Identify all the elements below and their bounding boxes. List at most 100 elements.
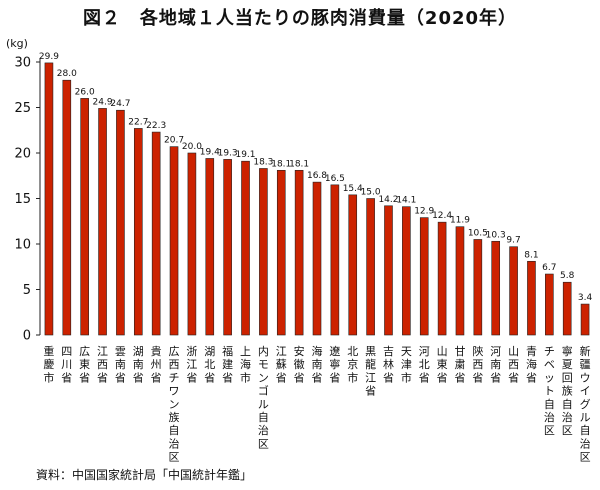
y-axis-unit: (kg) (6, 37, 28, 50)
bar (294, 169, 304, 336)
category-label: 北京市 (347, 345, 358, 384)
category-label: 吉林省 (383, 345, 394, 384)
y-tick-label: 0 (23, 329, 31, 344)
bar (44, 62, 54, 336)
category-label: 甘粛省 (454, 345, 465, 384)
bar (402, 206, 411, 336)
bar (419, 217, 429, 336)
value-label: 20.7 (164, 136, 184, 146)
bar (276, 169, 286, 336)
category-label: 山東省 (437, 345, 448, 384)
value-label: 20.0 (182, 142, 202, 152)
value-label: 24.9 (93, 97, 113, 107)
value-label: 6.7 (542, 263, 556, 273)
value-label: 10.5 (468, 228, 488, 238)
bar (312, 181, 322, 336)
category-label: チベット自治区 (544, 345, 555, 437)
bar (348, 194, 358, 336)
bar (384, 205, 393, 336)
category-label: 安徽省 (294, 344, 305, 384)
value-label: 9.7 (506, 236, 520, 246)
bar (473, 239, 483, 336)
bar (98, 108, 107, 336)
bar (80, 98, 89, 336)
bar (187, 152, 197, 336)
value-label: 18.1 (289, 159, 309, 169)
value-label: 8.1 (524, 250, 538, 260)
y-axis: 0 5 10 15 20 25 30 (14, 56, 41, 344)
category-label: 河南省 (490, 345, 501, 384)
value-labels: 29.9 28.0 26.024.924.7 22.722.3 20.720.019.4… (39, 52, 593, 303)
category-label: 広西チワン族自治区 (169, 345, 180, 464)
bar (223, 159, 232, 336)
value-label: 29.9 (39, 52, 59, 62)
category-label: 遼寧省 (329, 344, 340, 384)
category-label: 海南省 (312, 344, 323, 384)
value-label: 12.9 (414, 207, 434, 217)
y-tick-label: 10 (14, 238, 31, 253)
category-label: 寧夏回族自治区 (562, 344, 573, 437)
x-axis-labels: 重慶市四川省広東省江西省雲南省湖南省貴州省広西チワン族自治区浙江省湖北省福建省上… (43, 344, 590, 464)
category-label: 広東省 (79, 345, 90, 384)
category-label: 浙江省 (186, 345, 197, 384)
value-label: 22.3 (146, 121, 166, 131)
category-label: 新疆ウイグル自治区 (580, 344, 591, 464)
bar (509, 246, 518, 336)
category-label: 河北省 (419, 345, 430, 384)
value-label: 22.7 (128, 117, 148, 127)
category-label: 福建省 (222, 344, 233, 384)
category-label: 雲南省 (115, 345, 126, 384)
value-label: 16.5 (325, 174, 345, 184)
value-label: 24.7 (110, 99, 130, 109)
value-label: 26.0 (75, 87, 95, 97)
value-label: 15.0 (361, 188, 381, 198)
bar (241, 160, 250, 336)
category-label: 江西省 (97, 345, 108, 384)
category-label: 重慶市 (43, 344, 54, 384)
bar (545, 273, 554, 336)
bar (133, 128, 143, 336)
value-label: 19.4 (200, 147, 220, 157)
value-label: 14.1 (396, 196, 416, 206)
value-label: 11.9 (450, 216, 470, 226)
category-label: 黒龍江省 (365, 345, 376, 398)
value-label: 12.4 (432, 211, 452, 221)
bar (62, 79, 72, 336)
bar (437, 221, 447, 336)
value-label: 5.8 (560, 271, 575, 281)
bar (116, 109, 125, 336)
bar (151, 131, 161, 336)
value-label: 16.8 (307, 171, 327, 181)
value-label: 19.3 (218, 148, 238, 158)
value-label: 3.4 (578, 293, 593, 303)
value-label: 19.1 (235, 150, 255, 160)
y-tick-label: 5 (23, 283, 31, 298)
bar-series (44, 62, 590, 336)
chart-title: 図２ 各地域１人当たりの豚肉消費量（2020年） (82, 8, 518, 29)
category-label: 天津市 (401, 345, 412, 384)
bar (580, 303, 590, 336)
category-label: 青海省 (526, 345, 537, 384)
y-tick-label: 30 (14, 56, 31, 71)
value-label: 15.4 (343, 184, 363, 194)
bar (491, 240, 501, 336)
bar (169, 146, 179, 336)
category-label: 湖南省 (133, 345, 144, 384)
bar (259, 168, 268, 336)
bar (366, 198, 375, 336)
category-label: 内モンゴル自治区 (258, 344, 269, 450)
value-label: 10.3 (486, 230, 506, 240)
value-label: 14.2 (378, 195, 398, 205)
category-label: 山西省 (508, 345, 519, 384)
category-label: 湖北省 (204, 345, 215, 384)
bar (330, 184, 340, 336)
bar (527, 260, 536, 336)
category-label: 江蘇省 (276, 345, 287, 384)
bar (562, 281, 572, 336)
category-label: 四川省 (61, 345, 72, 384)
category-label: 貴州省 (151, 344, 162, 384)
y-tick-label: 20 (14, 147, 31, 162)
y-tick-label: 15 (14, 192, 31, 207)
value-label: 28.0 (57, 69, 77, 79)
